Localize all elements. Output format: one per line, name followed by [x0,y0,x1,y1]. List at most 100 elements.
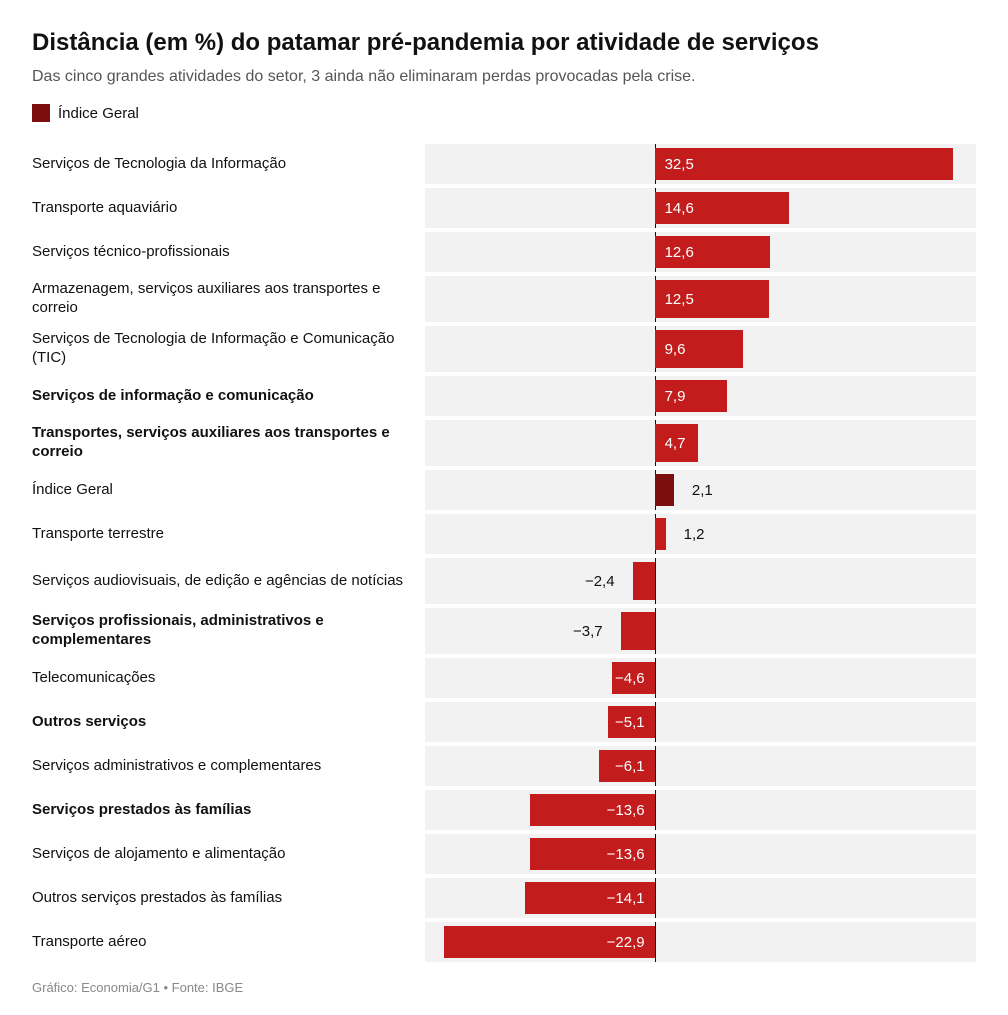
bar-value-wrapper: 1,2 [666,514,715,554]
bar-value: 12,5 [655,291,704,308]
chart-row: Outros serviços prestados às famílias −14… [32,878,976,918]
row-label: Outros serviços prestados às famílias [32,878,425,918]
bar: 14,6 [655,192,789,224]
plot-area: 14,6 [425,188,976,228]
bar-chart: Serviços de Tecnologia da Informação 32,5… [32,144,976,962]
chart-row: Serviços administrativos e complementare… [32,746,976,786]
bar: −13,6 [530,794,655,826]
chart-row: Serviços de alojamento e alimentação −13,… [32,834,976,874]
plot-area: −6,1 [425,746,976,786]
row-label: Serviços audiovisuais, de edição e agênc… [32,558,425,604]
row-label: Serviços técnico-profissionais [32,232,425,272]
row-label: Serviços prestados às famílias [32,790,425,830]
bar-value: −3,7 [563,623,613,640]
plot-area: 7,9 [425,376,976,416]
chart-row: Serviços de informação e comunicação7,9 [32,376,976,416]
chart-footer: Gráfico: Economia/G1 • Fonte: IBGE [32,980,976,995]
chart-row: Serviços técnico-profissionais 12,6 [32,232,976,272]
bar-value: −2,4 [575,573,625,590]
bar: −6,1 [599,750,655,782]
bar-value-wrapper: −2,4 [575,558,633,604]
bar-value: 7,9 [655,388,696,405]
bar-value: 4,7 [655,435,696,452]
chart-row: Transportes, serviços auxiliares aos tra… [32,420,976,466]
row-label: Transporte terrestre [32,514,425,554]
bar: 12,6 [655,236,771,268]
plot-area: −13,6 [425,790,976,830]
bar-value: −14,1 [597,890,655,907]
bar-value: −4,6 [605,670,655,687]
plot-area: −14,1 [425,878,976,918]
zero-axis [655,558,656,604]
row-label: Índice Geral [32,470,425,510]
bar: 7,9 [655,380,728,412]
row-label: Telecomunicações [32,658,425,698]
chart-row: Índice Geral 2,1 [32,470,976,510]
bar-value: 1,2 [674,526,715,543]
chart-row: Serviços de Tecnologia de Informação e C… [32,326,976,372]
zero-axis [655,608,656,654]
bar [655,518,666,550]
chart-row: Transporte aéreo −22,9 [32,922,976,962]
bar: −22,9 [444,926,654,958]
bar-value: 12,6 [655,244,704,261]
chart-row: Outros serviços −5,1 [32,702,976,742]
bar: 9,6 [655,330,743,368]
bar-value: 9,6 [655,341,696,358]
plot-area: 12,5 [425,276,976,322]
bar-value: 14,6 [655,200,704,217]
chart-title: Distância (em %) do patamar pré-pandemia… [32,28,976,58]
chart-row: Armazenagem, serviços auxiliares aos tra… [32,276,976,322]
chart-subtitle: Das cinco grandes atividades do setor, 3… [32,68,976,86]
bar: 4,7 [655,424,698,462]
plot-area: −3,7 [425,608,976,654]
chart-row: Serviços de Tecnologia da Informação 32,5 [32,144,976,184]
plot-area: −5,1 [425,702,976,742]
row-label: Serviços profissionais, administrativos … [32,608,425,654]
bar-value: −13,6 [597,846,655,863]
bar-value: −5,1 [605,714,655,731]
bar: 12,5 [655,280,770,318]
chart-row: Transporte aquaviário 14,6 [32,188,976,228]
plot-area: −13,6 [425,834,976,874]
legend: Índice Geral [32,104,976,122]
legend-label: Índice Geral [58,105,139,122]
zero-axis [655,790,656,830]
bar [655,474,674,506]
plot-area: −4,6 [425,658,976,698]
legend-swatch [32,104,50,122]
zero-axis [655,922,656,962]
row-label: Transporte aéreo [32,922,425,962]
zero-axis [655,878,656,918]
bar-value: 2,1 [682,482,723,499]
bar: −4,6 [612,662,654,694]
chart-row: Serviços audiovisuais, de edição e agênc… [32,558,976,604]
chart-row: Transporte terrestre 1,2 [32,514,976,554]
bar: −14,1 [525,882,654,914]
row-label: Outros serviços [32,702,425,742]
row-label: Serviços de Tecnologia de Informação e C… [32,326,425,372]
plot-area: 9,6 [425,326,976,372]
bar-value-wrapper: 2,1 [674,470,723,510]
row-label: Serviços de Tecnologia da Informação [32,144,425,184]
plot-area: 32,5 [425,144,976,184]
bar: 32,5 [655,148,953,180]
bar-value: −6,1 [605,758,655,775]
row-label: Transporte aquaviário [32,188,425,228]
chart-row: Telecomunicações −4,6 [32,658,976,698]
plot-area: 12,6 [425,232,976,272]
bar-value: 32,5 [655,156,704,173]
bar-value-wrapper: −3,7 [563,608,621,654]
plot-area: 4,7 [425,420,976,466]
bar [633,562,655,600]
plot-area: −2,4 [425,558,976,604]
row-label: Serviços administrativos e complementare… [32,746,425,786]
zero-axis [655,746,656,786]
row-label: Serviços de alojamento e alimentação [32,834,425,874]
zero-axis [655,658,656,698]
bar: −5,1 [608,706,655,738]
zero-axis [655,834,656,874]
chart-row: Serviços prestados às famílias −13,6 [32,790,976,830]
plot-area: −22,9 [425,922,976,962]
plot-area: 1,2 [425,514,976,554]
